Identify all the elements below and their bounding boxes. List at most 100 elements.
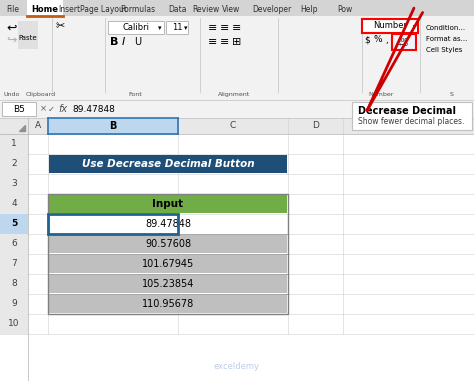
Text: Home: Home [31, 5, 58, 13]
Text: Use Decrease Decimal Button: Use Decrease Decimal Button [82, 159, 255, 169]
Text: ×: × [40, 104, 47, 114]
Text: View: View [222, 5, 240, 13]
Bar [49, 235, 287, 253]
Text: U: U [134, 37, 141, 47]
Text: Decrease Decimal: Decrease Decimal [358, 106, 456, 116]
Bar [27, 0, 63, 16]
Text: 11: 11 [172, 24, 182, 32]
Bar [0, 134, 28, 154]
Text: 8: 8 [11, 280, 17, 288]
Text: B5: B5 [13, 104, 25, 114]
Polygon shape [19, 125, 25, 131]
Text: 6: 6 [11, 240, 17, 248]
Text: S: S [450, 92, 454, 97]
Text: fx: fx [58, 104, 67, 114]
Text: Insert: Insert [58, 5, 80, 13]
Bar [49, 295, 287, 313]
Text: Pow: Pow [337, 5, 352, 13]
Bar [49, 255, 287, 273]
Bar [0, 100, 474, 118]
Text: Cell Styles: Cell Styles [426, 47, 462, 53]
Text: 10: 10 [8, 320, 20, 328]
Text: 101.67945: 101.67945 [142, 259, 194, 269]
Text: B: B [110, 37, 118, 47]
Text: 3: 3 [11, 179, 17, 189]
Text: Number: Number [373, 21, 407, 30]
Text: 2: 2 [11, 160, 17, 168]
Text: ≡: ≡ [220, 23, 229, 33]
Bar [0, 274, 28, 294]
Text: ⊞: ⊞ [232, 37, 241, 47]
Text: 9: 9 [11, 299, 17, 309]
Text: 4: 4 [11, 200, 17, 208]
Text: 89.47848: 89.47848 [145, 219, 191, 229]
Text: File: File [6, 5, 19, 13]
Text: Data: Data [168, 5, 186, 13]
Text: Clipboard: Clipboard [26, 92, 56, 97]
Text: A: A [35, 122, 41, 131]
Text: Review: Review [192, 5, 219, 13]
Bar [0, 118, 474, 134]
Text: 7: 7 [11, 259, 17, 269]
Text: ≡: ≡ [220, 37, 229, 47]
Bar [0, 314, 28, 334]
Text: Formulas: Formulas [120, 5, 155, 13]
Text: ▾: ▾ [158, 25, 162, 31]
Text: Page Layout: Page Layout [80, 5, 127, 13]
Text: Help: Help [300, 5, 318, 13]
Text: exceldemy: exceldemy [214, 362, 260, 371]
FancyBboxPatch shape [362, 19, 418, 33]
Text: Input: Input [153, 199, 183, 209]
Text: ▾: ▾ [184, 25, 188, 31]
Text: ≡: ≡ [232, 23, 241, 33]
Bar [0, 118, 474, 381]
Text: Show fewer decimal places.: Show fewer decimal places. [358, 117, 465, 126]
Text: ▾: ▾ [413, 24, 415, 29]
Text: 90.57608: 90.57608 [145, 239, 191, 249]
Text: 110.95678: 110.95678 [142, 299, 194, 309]
Text: C: C [230, 122, 236, 131]
Text: Format as...: Format as... [426, 36, 467, 42]
Bar [49, 155, 287, 173]
Bar [0, 194, 28, 214]
Text: 1: 1 [11, 139, 17, 149]
Bar [49, 215, 287, 233]
Text: ≡: ≡ [208, 37, 218, 47]
Bar [0, 214, 28, 234]
Text: ✓: ✓ [48, 104, 55, 114]
Bar [48, 118, 178, 134]
Bar [49, 275, 287, 293]
Text: B: B [109, 121, 117, 131]
Bar [0, 0, 474, 16]
Text: $: $ [364, 35, 370, 45]
Bar [0, 174, 28, 194]
Text: 105.23854: 105.23854 [142, 279, 194, 289]
FancyBboxPatch shape [108, 21, 164, 34]
Text: Paste: Paste [18, 35, 37, 41]
Text: Undo: Undo [4, 92, 20, 97]
Text: ↪: ↪ [6, 34, 17, 46]
Text: Calibri: Calibri [122, 24, 149, 32]
Text: Condition...: Condition... [426, 25, 466, 31]
Text: I: I [122, 37, 125, 47]
FancyBboxPatch shape [166, 21, 188, 34]
Text: Font: Font [128, 92, 142, 97]
Bar [18, 21, 38, 49]
Text: 5: 5 [11, 219, 17, 229]
Bar [0, 294, 28, 314]
Text: 89.47848: 89.47848 [72, 104, 115, 114]
Bar [0, 254, 28, 274]
Text: .00: .00 [400, 37, 409, 43]
Text: Developer: Developer [252, 5, 291, 13]
FancyBboxPatch shape [392, 34, 416, 50]
FancyBboxPatch shape [352, 102, 472, 130]
Text: ←.0: ←.0 [399, 43, 409, 48]
Text: D: D [312, 122, 319, 131]
Text: Alignment: Alignment [218, 92, 250, 97]
Bar [49, 195, 287, 213]
FancyBboxPatch shape [2, 102, 36, 116]
Bar [0, 16, 474, 100]
Text: ≡: ≡ [208, 23, 218, 33]
Bar [0, 234, 28, 254]
Bar [0, 154, 28, 174]
